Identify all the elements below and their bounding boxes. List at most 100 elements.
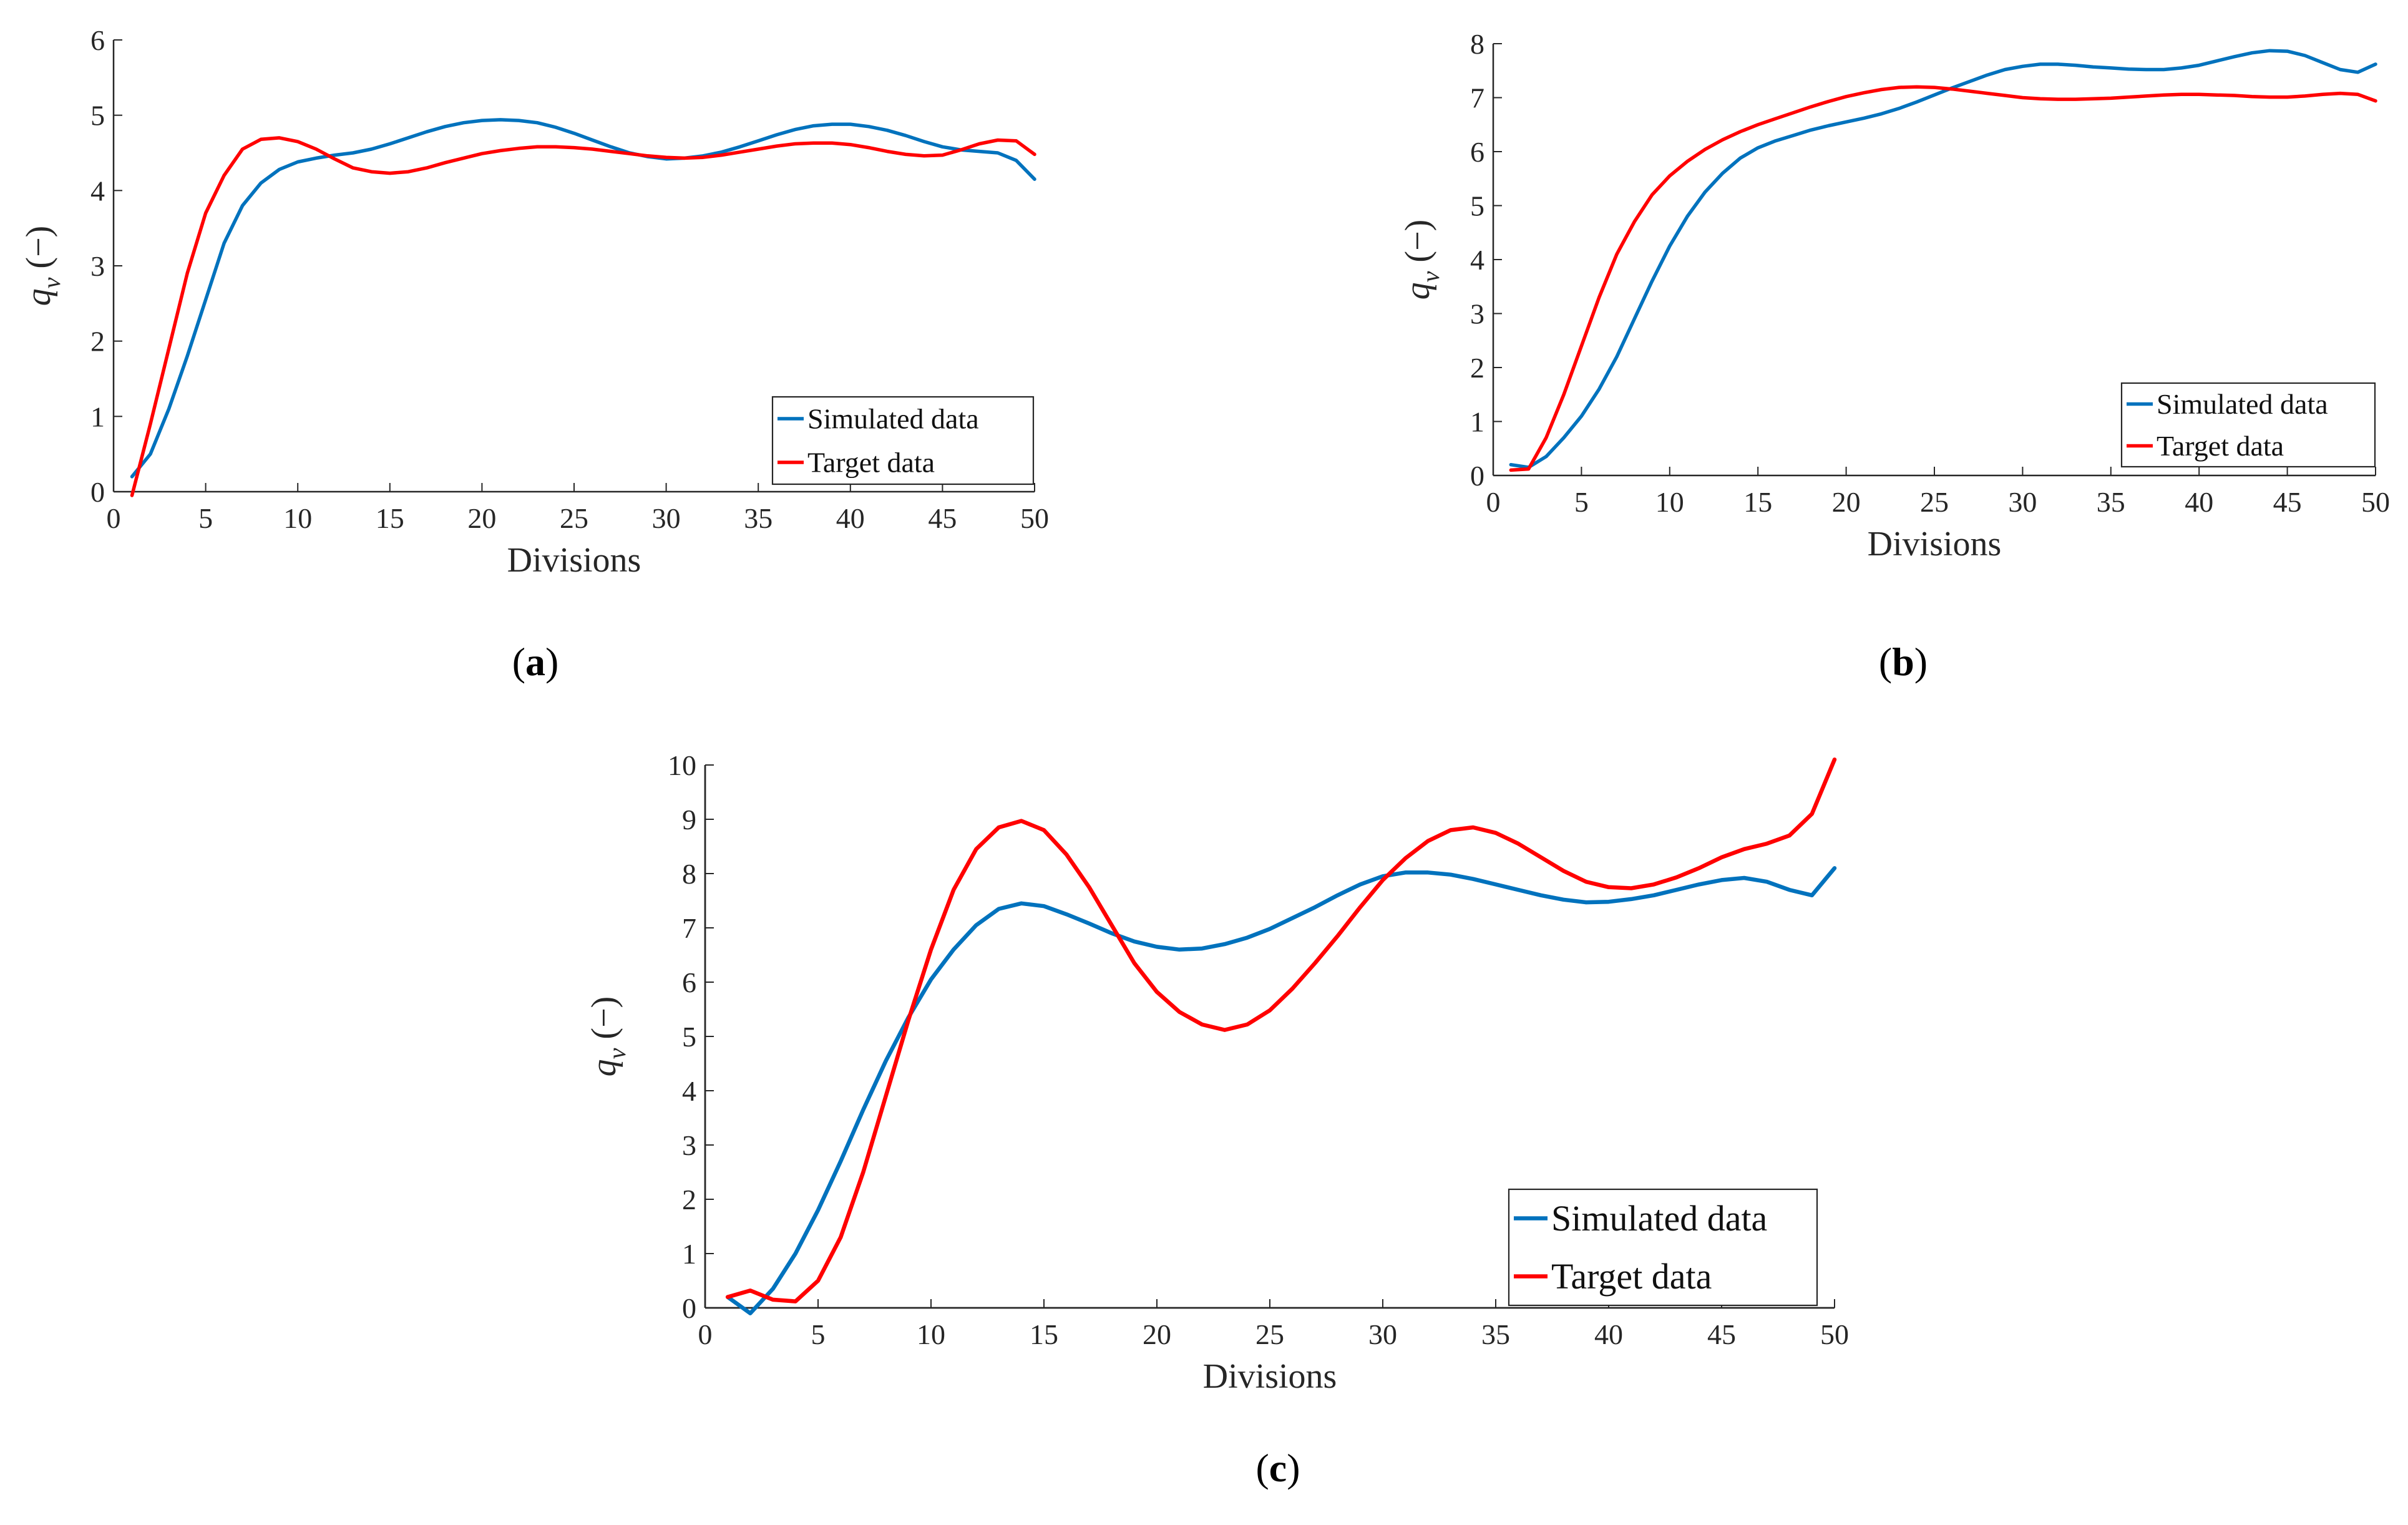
x-tick-label: 0 [1486,486,1501,518]
x-axis-title: Divisions [507,541,641,580]
x-tick-label: 10 [917,1318,945,1350]
chart-panel-b: 0 5 10 15 20 25 30 35 40 45 50012345678Divisionsqv… [1398,28,2390,684]
x-axis-title: Divisions [1868,525,2002,563]
series-line-simulated-data [130,118,1036,479]
x-tick-label: 10 [1655,486,1684,518]
y-tick-label: 6 [90,24,105,56]
y-tick-label: 5 [682,1021,696,1053]
x-tick-label: 50 [1820,1318,1849,1350]
y-axis-subscript: v [1416,271,1445,282]
x-tick-label: 10 [283,502,312,534]
x-tick-label: 25 [560,502,588,534]
y-tick-label: 1 [90,401,105,432]
x-tick-label: 25 [1920,486,1949,518]
x-tick-label: 20 [1832,486,1861,518]
y-tick-label: 7 [1470,82,1484,114]
y-tick-label: 3 [1470,298,1484,330]
y-tick-label: 0 [1470,460,1484,492]
legend: Simulated data Target data [2120,382,2376,468]
legend-label: Simulated data [2157,388,2328,420]
legend: Simulated data Target data [771,396,1035,485]
x-tick-label: 35 [744,502,773,534]
legend-label: Simulated data [807,403,979,435]
y-tick-label: 6 [1470,136,1484,168]
legend-box [771,396,1035,485]
y-axis-unit: (−) [585,996,623,1040]
y-axis-unit: (−) [19,226,58,269]
y-tick-label: 2 [1470,352,1484,384]
x-tick-label: 35 [2097,486,2125,518]
y-axis-title: qv (−) [585,996,631,1077]
y-tick-label: 5 [1470,190,1484,222]
series-line-target-data [130,136,1036,497]
x-tick-label: 45 [1707,1318,1736,1350]
svg-text:qv(−): qv (−) [1398,220,1445,300]
y-tick-label: 4 [1470,244,1484,276]
x-tick-label: 40 [836,502,865,534]
panel-caption-letter: a [525,640,545,684]
y-tick-label: 0 [90,476,105,508]
legend-box [1508,1188,1818,1307]
y-axis-subscript: v [603,1048,631,1059]
x-tick-label: 15 [1743,486,1772,518]
legend-label: Target data [807,447,935,479]
series-line-target-data [1509,85,2377,472]
x-tick-label: 5 [811,1318,826,1350]
y-axis-symbol: q [19,288,58,306]
x-tick-label: 50 [2361,486,2390,518]
chart-panel-a: 0 5 10 15 20 25 30 35 40 45 500123456Divisionsqv(−… [19,24,1049,684]
y-tick-label: 0 [682,1292,696,1324]
x-tick-label: 0 [698,1318,713,1350]
y-tick-label: 2 [90,326,105,358]
x-tick-label: 30 [652,502,681,534]
x-tick-label: 30 [1368,1318,1397,1350]
y-tick-label: 8 [1470,28,1484,60]
y-tick-label: 1 [1470,406,1484,438]
panel-caption: (a) [512,640,559,684]
x-tick-label: 40 [1594,1318,1623,1350]
svg-text:qv(−): qv (−) [585,996,631,1077]
legend: Simulated data Target data [1508,1188,1818,1307]
y-tick-label: 4 [682,1075,696,1107]
x-tick-label: 20 [1143,1318,1171,1350]
x-tick-label: 20 [467,502,496,534]
x-tick-label: 35 [1481,1318,1510,1350]
y-axis-symbol: q [1398,282,1437,300]
y-tick-label: 6 [682,967,696,998]
y-tick-label: 3 [90,250,105,282]
y-tick-label: 4 [90,175,105,207]
x-tick-label: 45 [2273,486,2302,518]
y-tick-label: 2 [682,1184,696,1216]
y-tick-label: 8 [682,858,696,890]
y-tick-label: 1 [682,1238,696,1270]
x-tick-label: 40 [2185,486,2213,518]
y-tick-label: 5 [90,100,105,132]
y-tick-label: 10 [668,749,696,781]
panel-caption: (c) [1255,1446,1300,1490]
series-line-simulated-data [1509,49,2377,469]
panel-caption-letter: c [1269,1446,1287,1490]
svg-text:qv(−): qv (−) [19,226,66,306]
x-tick-label: 30 [2008,486,2037,518]
y-tick-label: 9 [682,804,696,836]
legend-label: Target data [1551,1256,1712,1297]
x-tick-label: 5 [1574,486,1589,518]
legend-box [2120,382,2376,468]
x-tick-label: 45 [928,502,957,534]
x-tick-label: 15 [376,502,404,534]
panel-caption: (b) [1879,640,1928,684]
y-tick-label: 7 [682,912,696,944]
legend-label: Target data [2157,430,2284,462]
x-tick-label: 15 [1030,1318,1058,1350]
y-axis-title: qv (−) [19,226,66,306]
y-axis-symbol: q [585,1059,623,1076]
x-tick-label: 25 [1255,1318,1284,1350]
y-axis-unit: (−) [1398,220,1437,263]
x-axis-title: Divisions [1203,1357,1337,1396]
y-tick-label: 3 [682,1129,696,1161]
x-tick-label: 50 [1020,502,1049,534]
series-line-target-data [725,758,1837,1303]
chart-panel-c: 0 5 10 15 20 25 30 35 40 45 50012345678910Division… [585,749,1849,1490]
